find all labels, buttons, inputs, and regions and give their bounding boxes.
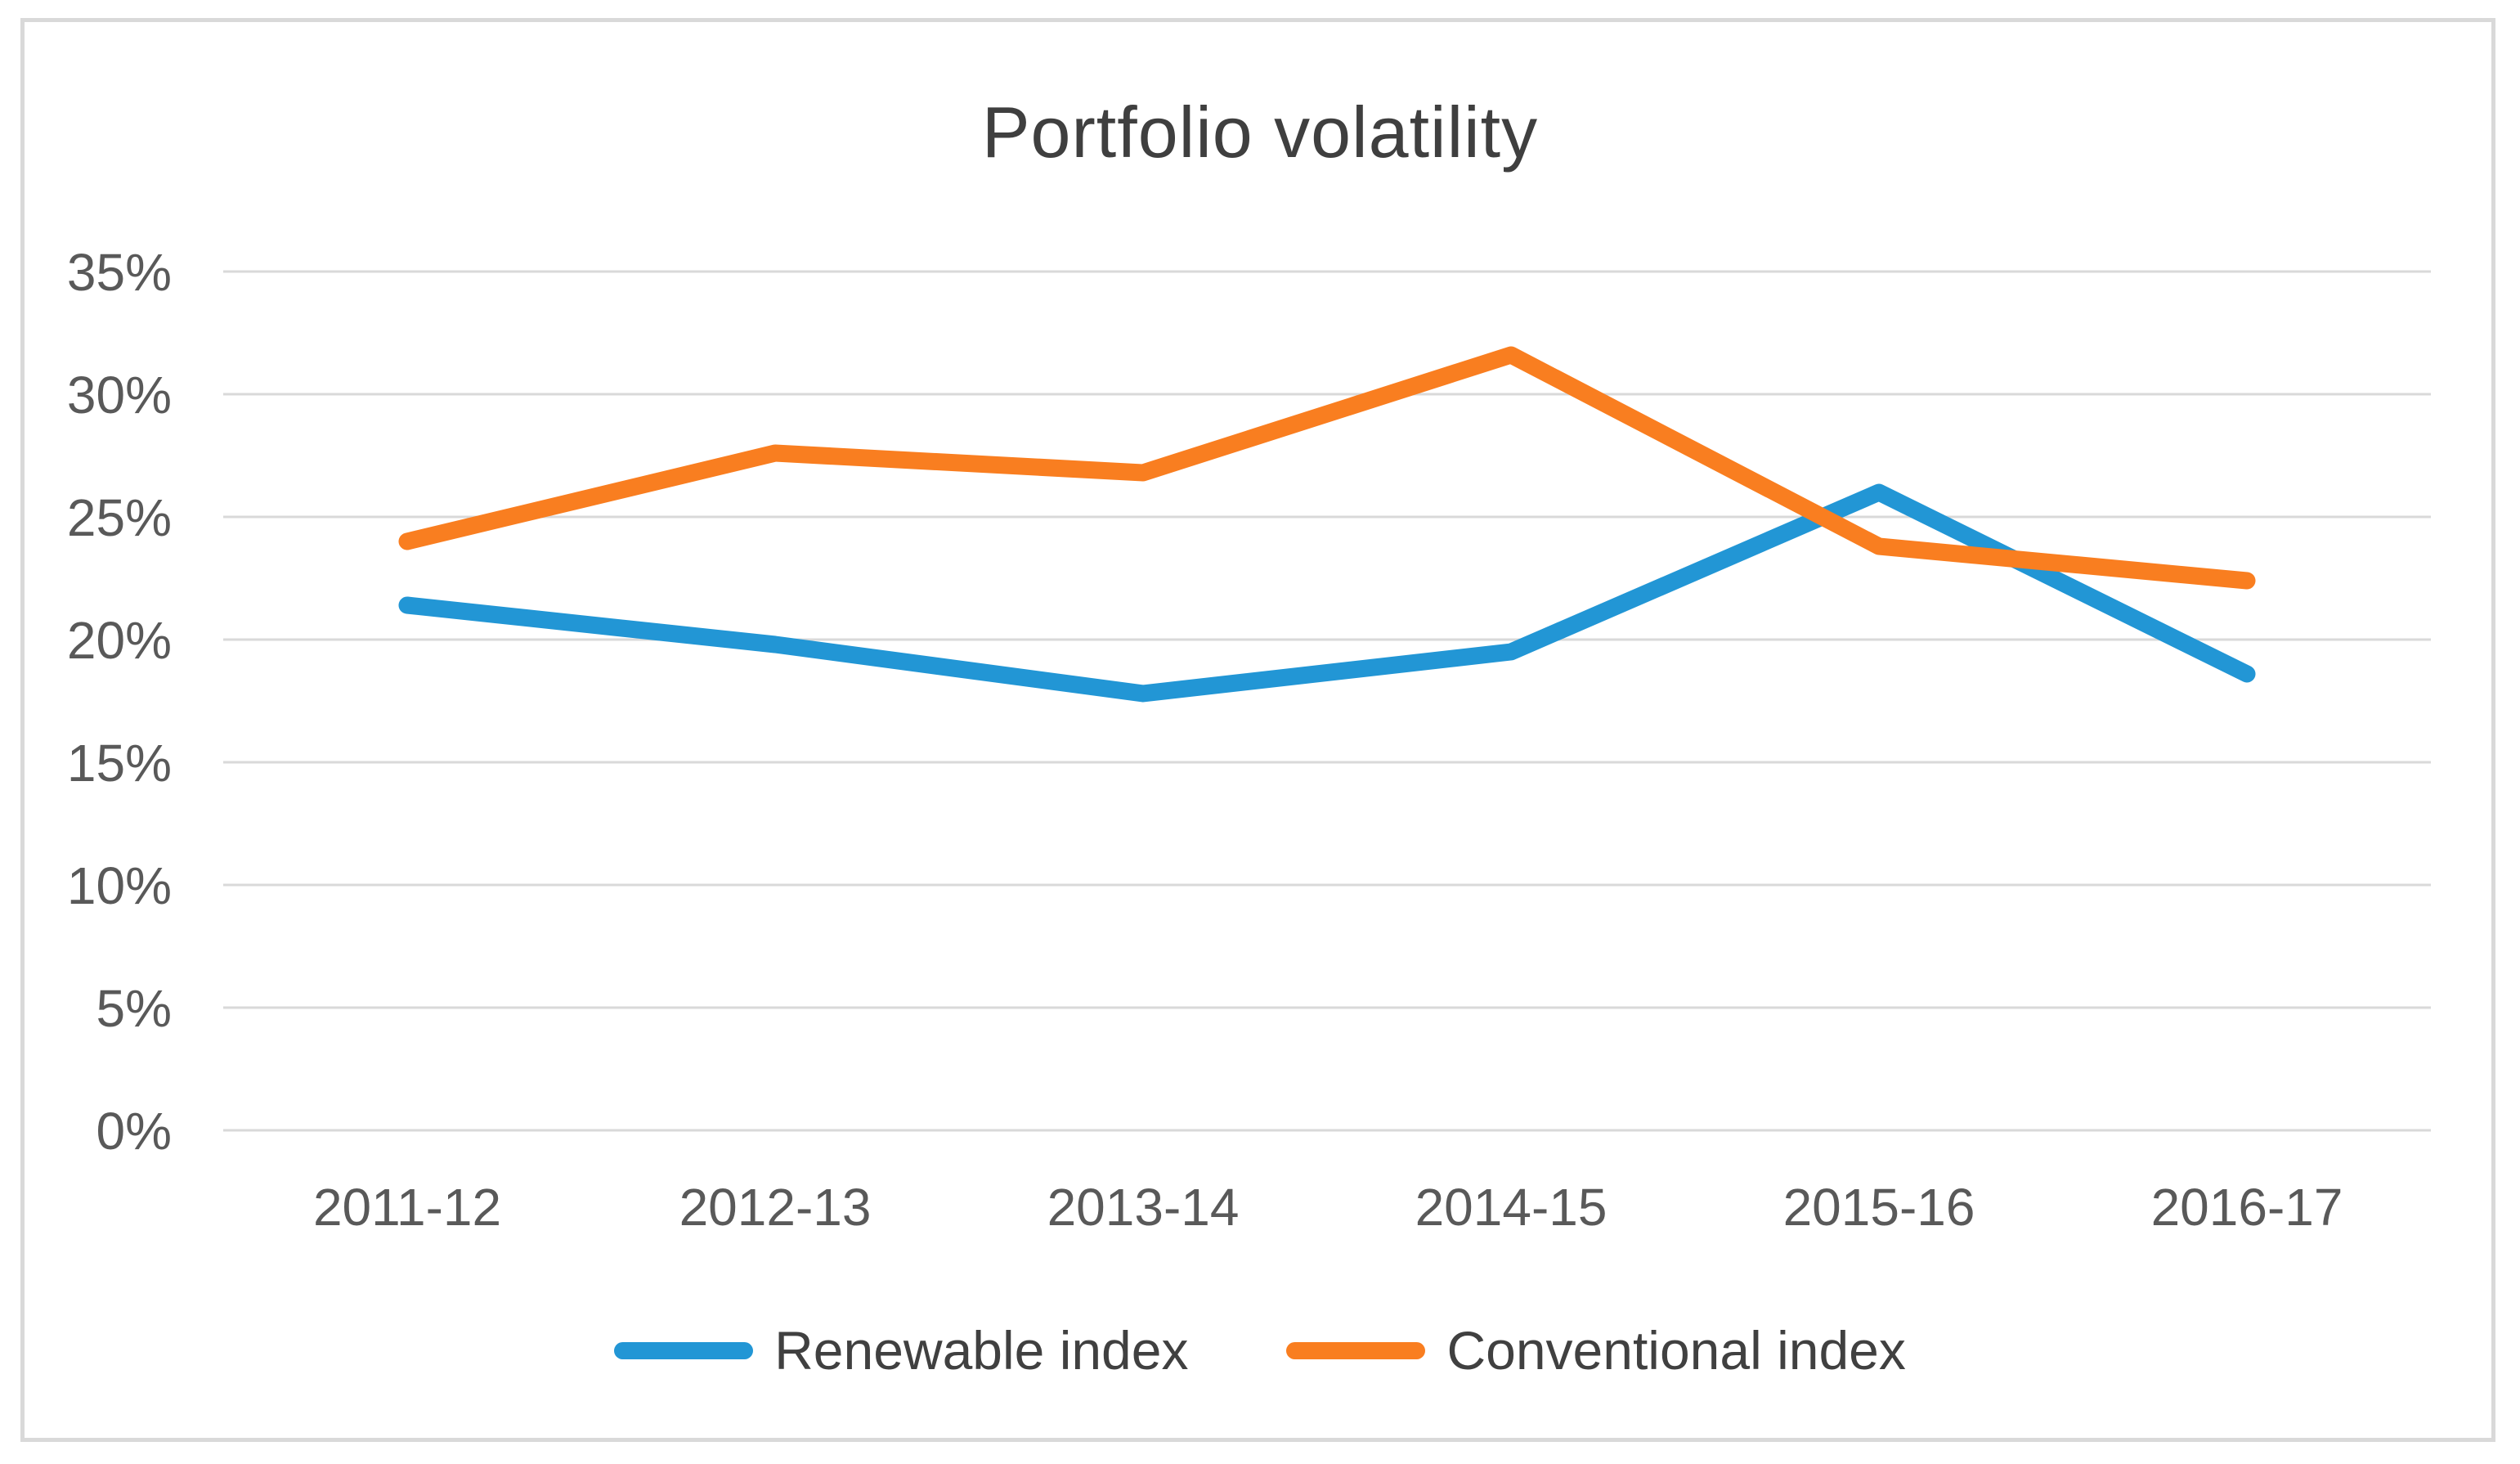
- x-tick-label: 2014-15: [1415, 1178, 1608, 1237]
- legend-item-renewable: Renewable index: [614, 1319, 1188, 1381]
- x-tick-label: 2011-12: [313, 1178, 501, 1237]
- chart-title: Portfolio volatility: [981, 92, 1539, 173]
- legend: Renewable index Conventional index: [0, 1314, 2520, 1387]
- x-tick-label: 2015-16: [1783, 1178, 1975, 1237]
- chart-border: [20, 18, 2495, 1442]
- x-tick-label: 2013-14: [1047, 1178, 1240, 1237]
- conventional-line-swatch-icon: [1286, 1341, 1426, 1359]
- y-tick-label: 25%: [67, 488, 172, 547]
- x-tick-label: 2016-17: [2151, 1178, 2343, 1237]
- series-line-conventional-index: [398, 346, 2256, 590]
- y-tick-label: 15%: [67, 734, 172, 793]
- legend-label-conventional: Conventional index: [1446, 1320, 1906, 1381]
- legend-item-conventional: Conventional index: [1286, 1319, 1906, 1381]
- x-tick-label: 2012-13: [679, 1178, 872, 1237]
- y-tick-label: 30%: [67, 366, 172, 424]
- y-tick-label: 10%: [67, 856, 172, 915]
- renewable-line-swatch-icon: [614, 1341, 754, 1359]
- y-tick-label: 0%: [96, 1102, 173, 1161]
- y-tick-label: 35%: [67, 243, 172, 302]
- y-tick-label: 20%: [67, 611, 172, 670]
- series-line-renewable-index: [398, 483, 2256, 703]
- legend-label-renewable: Renewable index: [774, 1320, 1189, 1381]
- y-tick-label: 5%: [96, 979, 173, 1038]
